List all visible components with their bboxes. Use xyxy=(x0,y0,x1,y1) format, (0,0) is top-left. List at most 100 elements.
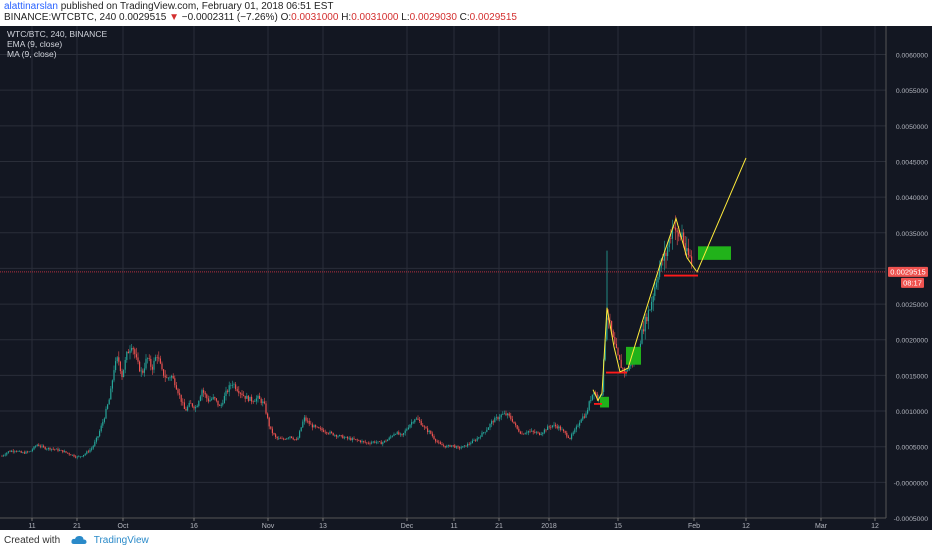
candle-body xyxy=(324,431,326,433)
candle-body xyxy=(465,445,467,447)
candle-body xyxy=(414,419,416,423)
candle-body xyxy=(347,437,349,439)
candle-body xyxy=(215,398,217,401)
candle-body xyxy=(257,395,259,399)
candle-body xyxy=(449,445,451,447)
candle-body xyxy=(265,403,267,414)
candle-body xyxy=(343,437,345,439)
candle-body xyxy=(126,351,128,360)
candle-body xyxy=(399,433,401,435)
candle-body xyxy=(158,357,160,359)
created-with-text: Created with xyxy=(4,535,61,546)
candle-body xyxy=(68,453,70,455)
candle-body xyxy=(539,432,541,436)
candle-body xyxy=(20,451,22,453)
candle-body xyxy=(65,451,67,453)
candle-body xyxy=(628,366,630,371)
candle-body xyxy=(617,348,619,356)
candle-body xyxy=(195,407,197,409)
candle-body xyxy=(145,358,147,369)
candle-body xyxy=(422,425,424,427)
candle-body xyxy=(155,357,157,361)
price-chart[interactable]: 0.0060000 0.0055000 0.0050000 0.0045000 0.00… xyxy=(0,26,932,530)
candle-body xyxy=(516,425,518,429)
candle-body xyxy=(115,361,117,371)
candle-body xyxy=(537,432,539,434)
candle-body xyxy=(140,370,142,372)
candle-body xyxy=(337,436,339,437)
candle-body xyxy=(54,448,56,450)
candle-body xyxy=(651,301,653,310)
candlesticks[interactable] xyxy=(1,215,693,460)
candle-body xyxy=(588,401,590,410)
candle-body xyxy=(535,432,537,434)
candle-body xyxy=(244,395,246,399)
candle-body xyxy=(243,395,245,396)
candle-body xyxy=(36,444,38,446)
candle-body xyxy=(390,436,392,438)
open-value: 0.0031000 xyxy=(291,12,339,23)
candle-body xyxy=(62,450,64,453)
candle-body xyxy=(292,438,294,440)
candle-body xyxy=(351,438,353,441)
candle-body xyxy=(87,451,89,453)
candle-body xyxy=(17,451,19,452)
candle-body xyxy=(359,440,361,443)
candle-body xyxy=(521,433,523,435)
candle-body xyxy=(462,446,464,448)
drawing-annotations[interactable] xyxy=(592,157,747,408)
candle-body xyxy=(665,252,667,257)
candle-body xyxy=(295,439,297,440)
candle-body xyxy=(548,426,550,428)
candle-body xyxy=(30,450,32,452)
candle-body xyxy=(579,422,581,426)
candle-body xyxy=(513,421,515,424)
candle-body xyxy=(281,438,283,440)
candle-body xyxy=(188,402,190,407)
y-tick-label: 0.0005000 xyxy=(896,445,928,452)
candle-body xyxy=(76,456,78,458)
candle-body xyxy=(417,418,419,420)
candle-body xyxy=(411,422,413,425)
candle-body xyxy=(524,433,526,435)
candle-body xyxy=(455,446,457,448)
candle-body xyxy=(100,425,102,432)
candle-body xyxy=(532,430,534,432)
candle-body xyxy=(534,431,536,433)
candle-body xyxy=(412,422,414,423)
candle-body xyxy=(107,404,109,409)
open-label: O: xyxy=(280,12,292,23)
legend-ema[interactable]: EMA (9, close) xyxy=(7,39,62,49)
candle-body xyxy=(369,443,371,444)
candle-body xyxy=(310,423,312,425)
candle-body xyxy=(571,434,573,439)
candle-body xyxy=(214,397,216,399)
candle-body xyxy=(356,439,358,441)
y-tick-label: 0.0025000 xyxy=(896,302,928,309)
candle-body xyxy=(620,359,622,369)
candle-body xyxy=(331,431,333,433)
candle-body xyxy=(377,441,379,443)
tradingview-logo-text[interactable]: TradingView xyxy=(93,535,149,546)
legend-ma[interactable]: MA (9, close) xyxy=(7,49,57,59)
candle-body xyxy=(593,392,595,395)
author-link[interactable]: alattinarslan xyxy=(4,1,58,12)
candle-body xyxy=(374,441,376,443)
candle-body xyxy=(315,425,317,427)
candle-body xyxy=(673,227,675,229)
y-tick-label: -0.0000000 xyxy=(894,480,929,487)
candle-body xyxy=(278,438,280,439)
candle-body xyxy=(198,400,200,406)
published-text: published on TradingView.com, February 0… xyxy=(60,1,334,12)
candle-body xyxy=(655,282,657,288)
candle-body xyxy=(662,259,664,261)
candle-body xyxy=(691,256,693,265)
candle-body xyxy=(382,442,384,445)
candle-body xyxy=(348,438,350,439)
candle-body xyxy=(567,436,569,438)
candle-body xyxy=(387,439,389,442)
candle-body xyxy=(235,384,237,390)
candle-body xyxy=(275,434,277,437)
candle-body xyxy=(611,320,613,331)
candle-body xyxy=(70,454,72,456)
